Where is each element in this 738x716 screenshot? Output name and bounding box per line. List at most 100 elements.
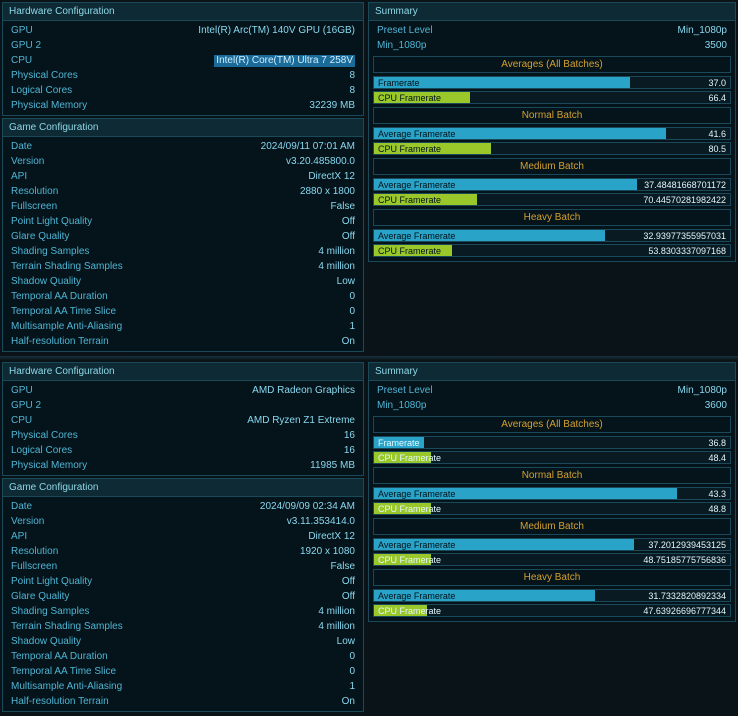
config-value: 11985 MB	[310, 460, 355, 472]
config-value: Low	[337, 636, 355, 648]
config-label: Logical Cores	[11, 445, 72, 457]
bar-row: Framerate37.0	[373, 76, 731, 89]
batch-header: Averages (All Batches)	[373, 416, 731, 433]
summary-section: SummaryPreset LevelMin_1080pMin_1080p360…	[368, 362, 736, 622]
config-label: Version	[11, 516, 44, 528]
bar-label: CPU Framerate	[378, 143, 441, 156]
config-value: Off	[342, 216, 355, 228]
config-row: Multisample Anti-Aliasing1	[3, 679, 363, 694]
config-row: FullscreenFalse	[3, 199, 363, 214]
config-value: 4 million	[318, 261, 355, 273]
config-value: 2024/09/09 02:34 AM	[260, 501, 355, 513]
config-value: 16	[344, 430, 355, 442]
right-column: SummaryPreset LevelMin_1080pMin_1080p350…	[368, 2, 736, 354]
config-row: Glare QualityOff	[3, 589, 363, 604]
config-label: GPU 2	[11, 40, 41, 52]
hardware-config-body: GPUIntel(R) Arc(TM) 140V GPU (16GB)GPU 2…	[3, 21, 363, 115]
batch-header: Heavy Batch	[373, 569, 731, 586]
config-label: Logical Cores	[11, 85, 72, 97]
game-config: Game ConfigurationDate2024/09/11 07:01 A…	[2, 118, 364, 352]
batch-header: Medium Batch	[373, 158, 731, 175]
bar-value: 37.2012939453125	[648, 539, 726, 552]
config-value: 0	[349, 666, 355, 678]
config-value: Off	[342, 576, 355, 588]
config-row: Physical Memory11985 MB	[3, 458, 363, 473]
config-value: On	[342, 336, 355, 348]
bar-label: Average Framerate	[378, 230, 455, 243]
config-row: GPU 2	[3, 38, 363, 53]
config-value: 2880 x 1800	[300, 186, 355, 198]
bar-row: CPU Framerate53.8303337097168	[373, 244, 731, 257]
bar-value: 66.4	[708, 92, 726, 105]
config-label: Half-resolution Terrain	[11, 336, 109, 348]
config-value: DirectX 12	[308, 171, 355, 183]
bar-value: 48.4	[708, 452, 726, 465]
config-value: Intel(R) Arc(TM) 140V GPU (16GB)	[198, 25, 355, 37]
config-label: Fullscreen	[11, 201, 57, 213]
config-value: Intel(R) Core(TM) Ultra 7 258V	[214, 55, 355, 67]
config-label: Physical Cores	[11, 430, 78, 442]
config-label: Shading Samples	[11, 606, 89, 618]
bar-row: Average Framerate31.7332820892334	[373, 589, 731, 602]
summary-body: Preset LevelMin_1080pMin_1080p3600Averag…	[369, 381, 735, 621]
config-label: Terrain Shading Samples	[11, 621, 123, 633]
config-value: AMD Ryzen Z1 Extreme	[247, 415, 355, 427]
game-config: Game ConfigurationDate2024/09/09 02:34 A…	[2, 478, 364, 712]
summary-header: Summary	[369, 3, 735, 21]
config-row: CPUAMD Ryzen Z1 Extreme	[3, 413, 363, 428]
config-label: Physical Memory	[11, 100, 87, 112]
bar-row: Average Framerate 37.2012939453125	[373, 538, 731, 551]
config-row: Temporal AA Time Slice0	[3, 664, 363, 679]
bar-row: Average Framerate37.48481668701172	[373, 178, 731, 191]
config-row: Date2024/09/09 02:34 AM	[3, 499, 363, 514]
summary-value: Min_1080p	[678, 25, 727, 36]
config-row: APIDirectX 12	[3, 529, 363, 544]
game-config-body: Date2024/09/09 02:34 AM Version v3.11.3534…	[3, 497, 363, 711]
config-label: Shading Samples	[11, 246, 89, 258]
hardware-config: Hardware ConfigurationGPUIntel(R) Arc(TM…	[2, 2, 364, 116]
bar-value: 48.8	[708, 503, 726, 516]
config-value: 1920 x 1080	[300, 546, 355, 558]
bar-value: 53.8303337097168	[648, 245, 726, 258]
summary-section: SummaryPreset LevelMin_1080pMin_1080p350…	[368, 2, 736, 262]
config-row: Shading Samples4 million	[3, 604, 363, 619]
bar-label: Average Framerate	[378, 539, 455, 552]
bar-row: Average Framerate43.3	[373, 487, 731, 500]
config-label: Point Light Quality	[11, 576, 92, 588]
config-row: Physical Cores8	[3, 68, 363, 83]
right-column: SummaryPreset LevelMin_1080pMin_1080p360…	[368, 362, 736, 714]
left-column: Hardware ConfigurationGPUIntel(R) Arc(TM…	[2, 2, 364, 354]
batch-header: Medium Batch	[373, 518, 731, 535]
game-config-header: Game Configuration	[3, 119, 363, 137]
config-row: Resolution1920 x 1080	[3, 544, 363, 559]
bar-label: CPU Framerate	[378, 554, 441, 567]
config-value: AMD Radeon Graphics	[252, 385, 355, 397]
config-label: API	[11, 531, 27, 543]
summary-label: Min_1080p	[377, 40, 426, 51]
config-label: Date	[11, 141, 32, 153]
config-value: 8	[349, 70, 355, 82]
summary-label: Preset Level	[377, 25, 433, 36]
summary-top-row: Min_1080p3500	[369, 38, 735, 53]
config-row: Point Light Quality Off	[3, 574, 363, 589]
batch-header: Heavy Batch	[373, 209, 731, 226]
config-label: GPU	[11, 385, 33, 397]
bar-value: 37.0	[708, 77, 726, 90]
bar-value: 41.6	[708, 128, 726, 141]
bar-row: CPU Framerate 80.5	[373, 142, 731, 155]
game-config-header: Game Configuration	[3, 479, 363, 497]
bar-row: Average Framerate32.93977355957031	[373, 229, 731, 242]
bar-row: CPU Framerate48.75185775756836	[373, 553, 731, 566]
panel-set: Hardware Configuration GPU AMD Radeon Grap…	[0, 360, 738, 716]
hardware-config-body: GPU AMD Radeon Graphics GPU 2CPUAMD Ryzen …	[3, 381, 363, 475]
config-label: Resolution	[11, 186, 58, 198]
hardware-config-header: Hardware Configuration	[3, 363, 363, 381]
game-config-body: Date2024/09/11 07:01 AMVersionv3.20.4858…	[3, 137, 363, 351]
config-value: v3.11.353414.0	[287, 516, 355, 528]
bar-label: CPU Framerate	[378, 605, 441, 618]
config-row: Multisample Anti-Aliasing1	[3, 319, 363, 334]
config-row: Logical Cores16	[3, 443, 363, 458]
bar-value: 80.5	[708, 143, 726, 156]
config-value: v3.20.485800.0	[286, 156, 355, 168]
config-label: GPU 2	[11, 400, 41, 412]
